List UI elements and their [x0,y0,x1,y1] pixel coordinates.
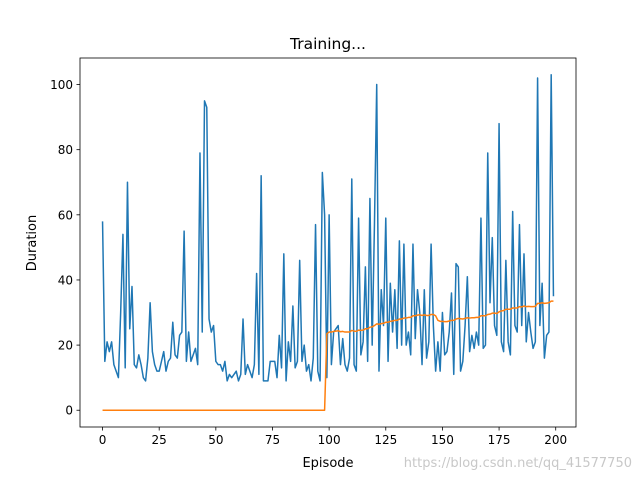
x-tick-label: 25 [152,433,167,447]
data-line [101,74,555,382]
chart-title: Training... [289,35,366,53]
x-tick-label: 125 [374,433,397,447]
x-tick-label: 175 [488,433,511,447]
x-tick-label: 100 [318,433,341,447]
x-tick-label: 200 [544,433,567,447]
watermark: https://blog.csdn.net/qq_41577750 [404,456,632,471]
x-tick-label: 50 [208,433,223,447]
y-tick-label: 60 [58,208,73,222]
y-tick-label: 40 [58,273,73,287]
plot-frame [79,57,577,428]
x-tick-label: 150 [431,433,454,447]
y-tick-label: 100 [50,78,73,92]
y-axis-label: Duration [25,215,40,271]
x-tick-label: 75 [265,433,280,447]
data-line [102,300,554,411]
x-axis-label: Episode [302,456,353,471]
y-tick-label: 80 [58,143,73,157]
y-tick-label: 20 [58,339,73,353]
y-tick-label: 0 [65,404,73,418]
x-tick-label: 0 [99,433,107,447]
